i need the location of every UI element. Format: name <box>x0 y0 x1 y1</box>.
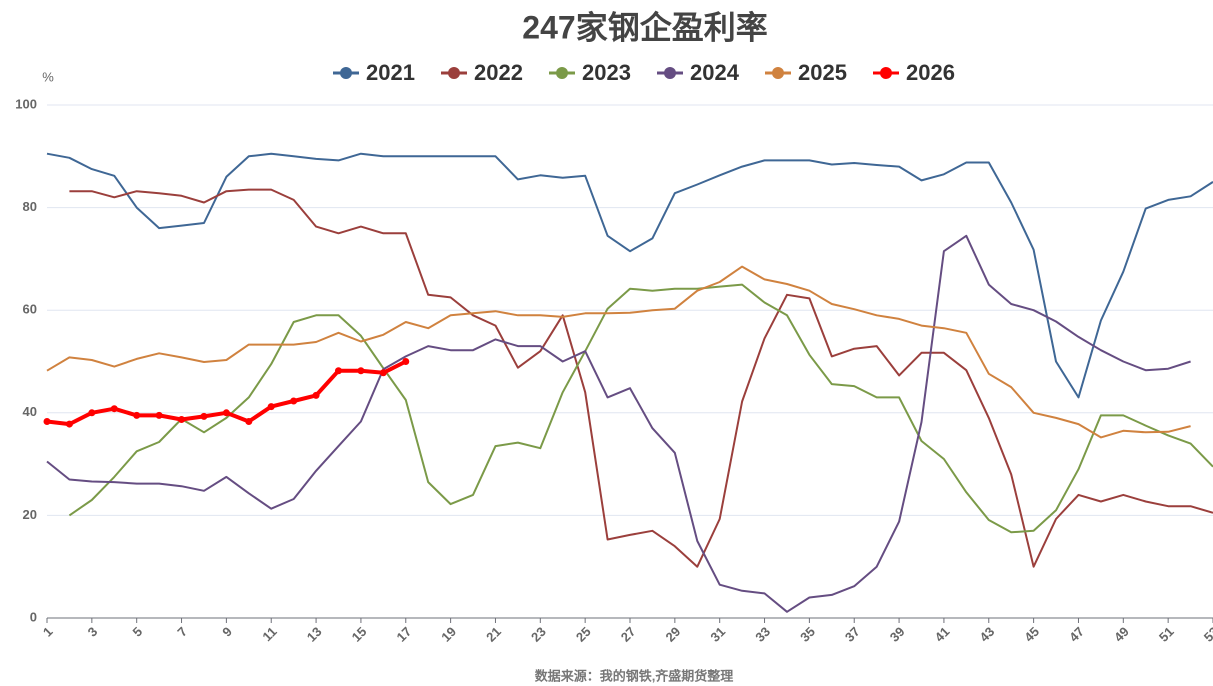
data-point <box>222 409 230 417</box>
y-tick-label: 0 <box>30 609 37 624</box>
x-tick-label: 13 <box>304 624 325 645</box>
data-point <box>379 369 387 377</box>
series-line <box>68 283 1213 534</box>
y-tick-label: 60 <box>23 302 37 317</box>
x-tick-label: 3 <box>85 624 101 640</box>
data-point <box>402 358 410 365</box>
x-tick-label: 9 <box>219 624 235 640</box>
data-point <box>110 405 118 413</box>
legend-label: 2026 <box>906 60 955 85</box>
x-tick-label: 7 <box>174 624 190 640</box>
series-line <box>46 265 1191 439</box>
data-point <box>267 403 275 411</box>
data-point <box>290 397 298 405</box>
x-tick-label: 1 <box>40 624 56 640</box>
x-tick-label: 23 <box>528 624 549 645</box>
legend-marker <box>556 67 568 79</box>
x-tick-label: 25 <box>573 624 594 645</box>
x-tick-label: 45 <box>1021 624 1042 645</box>
legend-label: 2021 <box>366 60 415 85</box>
data-point <box>335 367 342 375</box>
legend-label: 2022 <box>474 60 523 85</box>
legend-marker <box>772 67 784 79</box>
data-point <box>312 391 320 399</box>
x-tick-label: 11 <box>259 624 279 644</box>
y-tick-label: 80 <box>23 199 37 214</box>
x-tick-label: 19 <box>438 624 459 645</box>
legend-marker <box>664 67 676 79</box>
y-tick-label: 40 <box>23 404 37 419</box>
data-point <box>133 411 141 419</box>
series-line <box>46 152 1213 399</box>
x-tick-label: 47 <box>1066 624 1087 645</box>
data-point <box>245 418 253 426</box>
data-point <box>43 418 51 426</box>
data-point <box>65 420 73 428</box>
x-tick-label: 37 <box>842 624 863 645</box>
x-tick-label: 39 <box>887 624 908 645</box>
x-tick-label: 51 <box>1156 624 1177 645</box>
data-point <box>155 411 163 419</box>
x-tick-label: 43 <box>976 624 997 645</box>
x-tick-label: 15 <box>349 624 370 645</box>
y-tick-label: 100 <box>15 96 37 111</box>
data-point <box>200 412 208 420</box>
x-tick-label: 33 <box>752 624 773 645</box>
x-tick-label: 35 <box>797 624 818 645</box>
x-tick-label: 27 <box>618 624 639 645</box>
legend-label: 2023 <box>582 60 631 85</box>
x-tick-label: 21 <box>483 624 504 645</box>
source-note: 数据来源：我的钢铁,齐盛期货整理 <box>535 668 734 683</box>
x-tick-label: 29 <box>663 624 684 645</box>
legend-label: 2024 <box>690 60 740 85</box>
series-line <box>46 234 1191 613</box>
series-line <box>69 188 1213 568</box>
y-axis-label: % <box>42 69 54 84</box>
data-point <box>357 367 365 375</box>
x-tick-label: 17 <box>393 624 414 645</box>
x-tick-label: 41 <box>932 624 953 645</box>
legend-marker <box>880 67 892 79</box>
x-tick-label: 53 <box>1201 624 1213 645</box>
legend-label: 2025 <box>798 60 847 85</box>
x-tick-label: 31 <box>707 624 728 645</box>
data-point <box>88 409 96 417</box>
chart-title: 247家钢企盈利率 <box>522 9 767 45</box>
x-tick-label: 49 <box>1111 624 1132 645</box>
y-tick-label: 20 <box>23 507 37 522</box>
x-tick-label: 5 <box>130 624 146 640</box>
legend-marker <box>340 67 352 79</box>
data-point <box>178 415 186 423</box>
legend-marker <box>448 67 460 79</box>
